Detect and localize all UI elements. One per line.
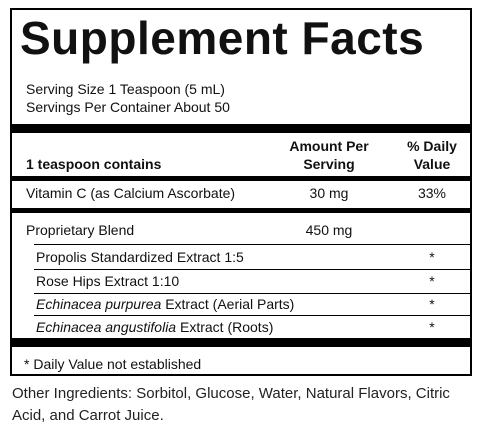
row-rule (34, 293, 470, 294)
nutrient-name: Vitamin C (as Calcium Ascorbate) (26, 185, 236, 201)
blend-item-daily-value: * (429, 249, 435, 265)
blend-item-daily-value: * (429, 296, 435, 312)
row-divider (12, 208, 470, 213)
nutrient-daily-value: 33% (417, 185, 447, 201)
blend-item-daily-value: * (429, 273, 435, 289)
row-rule (34, 269, 470, 270)
serving-contains-header: 1 teaspoon contains (26, 156, 162, 172)
blend-amount: 450 mg (305, 222, 353, 238)
row-rule (34, 244, 470, 245)
daily-value-header: % Daily Value (407, 138, 457, 172)
blend-item-daily-value: * (429, 319, 435, 335)
header-divider (12, 176, 470, 181)
nutrient-amount: 30 mg (309, 185, 349, 201)
blend-item: Echinacea purpurea Extract (Aerial Parts… (36, 296, 295, 312)
blend-item: Echinacea angustifolia Extract (Roots) (36, 319, 274, 335)
servings-per-container: Servings Per Container About 50 (26, 99, 230, 115)
supplement-facts-panel: Supplement Facts Serving Size 1 Teaspoon… (10, 8, 472, 376)
amount-per-serving-header: Amount Per Serving (289, 138, 369, 172)
panel-title: Supplement Facts (20, 12, 425, 64)
other-ingredients: Other Ingredients: Sorbitol, Glucose, Wa… (12, 385, 450, 424)
footnote: * Daily Value not established (24, 356, 202, 372)
serving-size: Serving Size 1 Teaspoon (5 mL) (26, 81, 225, 97)
thick-divider-bottom (12, 338, 470, 347)
blend-item: Propolis Standardized Extract 1:5 (36, 249, 244, 265)
blend-item: Rose Hips Extract 1:10 (36, 273, 180, 289)
blend-name: Proprietary Blend (26, 222, 135, 238)
thick-divider-top (12, 124, 470, 133)
row-rule (34, 315, 470, 316)
